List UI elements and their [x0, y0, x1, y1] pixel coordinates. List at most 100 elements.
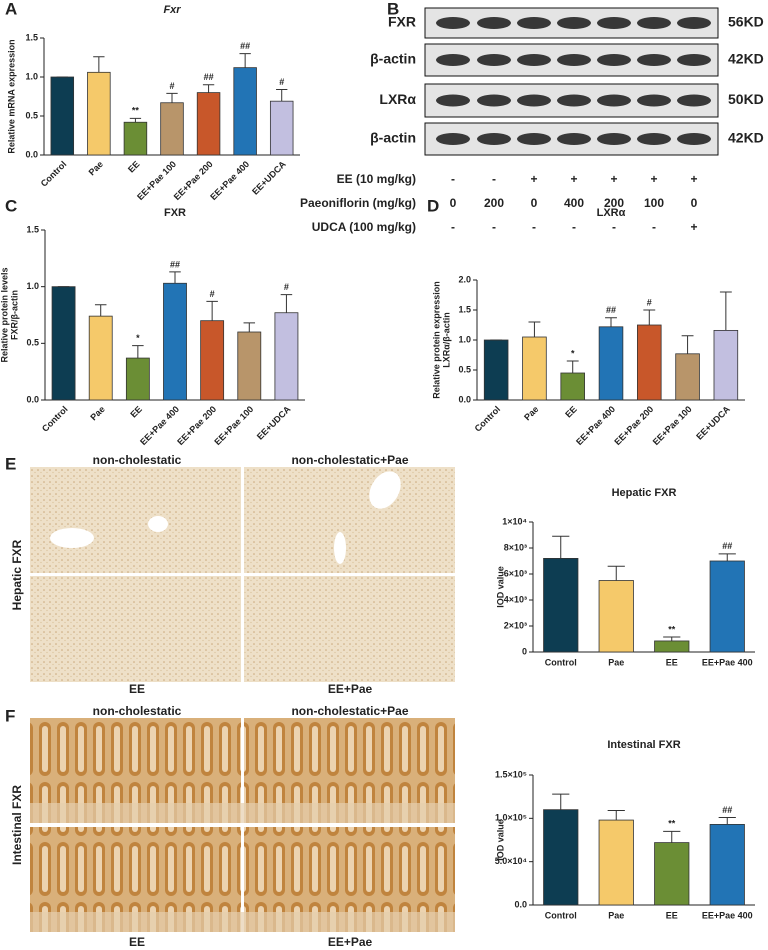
error-bar [206, 300, 218, 321]
x-tick-label: Control [40, 404, 70, 434]
error-bar [243, 322, 256, 332]
panel-letter: A [5, 0, 17, 18]
x-tick-label: EE [128, 404, 144, 420]
y-axis-label: IOD value [495, 566, 505, 608]
blot-band [597, 94, 631, 107]
y-tick-label: 4×10³ [504, 594, 527, 604]
y-tick-label: 1.5×10⁵ [495, 769, 527, 779]
blot-band [517, 54, 551, 66]
y-tick-label: 1.5 [26, 224, 39, 234]
blot-band [677, 94, 711, 107]
blot-band [436, 54, 470, 66]
blot-band [436, 17, 470, 29]
image-label: non-cholestatic+Pae [291, 453, 408, 467]
y-axis-label: IOD value [495, 819, 505, 861]
blot-band [557, 94, 591, 107]
significance: ## [722, 541, 732, 551]
x-tick-label: Pae [87, 159, 105, 177]
treatment-value: 200 [484, 196, 504, 210]
significance: # [169, 81, 174, 91]
y-tick-label: 0.5 [458, 364, 471, 374]
blot-band [436, 94, 470, 107]
error-bar [202, 84, 215, 93]
bar [675, 353, 700, 401]
y-tick-label: 0.5 [25, 110, 38, 120]
y-tick-label: 5.0×10⁴ [495, 856, 527, 866]
bar [269, 100, 294, 156]
image-label: EE+Pae [328, 682, 373, 696]
bar [543, 809, 579, 906]
error-bar [280, 294, 293, 313]
bar [200, 320, 225, 401]
error-bar [607, 810, 625, 821]
bar [274, 312, 299, 401]
treatment-value: + [570, 172, 577, 186]
x-tick-label: Pae [608, 910, 624, 920]
x-tick-label: Pae [522, 404, 540, 422]
bar [50, 76, 75, 156]
y-tick-label: 2×10³ [504, 620, 527, 630]
significance: # [284, 282, 289, 292]
chart-title: Hepatic FXR [612, 487, 677, 499]
blot-band [637, 94, 671, 107]
panel-letter: B [387, 0, 399, 18]
y-tick-label: 1.0 [25, 71, 38, 81]
significance: * [136, 333, 140, 343]
x-tick-label: Control [545, 657, 577, 667]
blot-band [436, 133, 470, 145]
blot-size: 50KD [728, 91, 764, 107]
blot-band [557, 54, 591, 66]
x-tick-label: EE+Pae 400 [702, 657, 753, 667]
y-axis-label: Relative mRNA expression [6, 39, 16, 153]
row-label: Intestinal FXR [10, 785, 24, 865]
blot-label: FXR [388, 14, 416, 30]
y-axis-label: Relative protein levels [0, 267, 9, 362]
y-tick-label: 0 [522, 646, 527, 656]
y-tick-label: 0.0 [514, 899, 527, 909]
error-bar [129, 117, 142, 123]
x-tick-label: EE+Pae 400 [208, 159, 251, 202]
y-tick-label: 0.0 [25, 149, 38, 159]
blot-band [597, 133, 631, 145]
bar [654, 842, 690, 906]
x-tick-label: EE+Pae 200 [612, 404, 655, 447]
bar [196, 92, 221, 156]
blot-band [677, 133, 711, 145]
bar [709, 560, 745, 653]
panel-letter: C [5, 196, 17, 215]
treatment-value: 400 [564, 196, 584, 210]
significance: ** [132, 106, 140, 116]
blot-size: 42KD [728, 51, 764, 67]
y-axis-label: FXR/β-actin [9, 290, 19, 340]
treatment-value: - [492, 172, 496, 186]
image-label: EE+Pae [328, 935, 373, 949]
chart-title: Fxr [163, 4, 181, 16]
blot-band [477, 133, 511, 145]
error-bar [719, 291, 732, 331]
x-tick-label: EE [666, 657, 678, 667]
blot-band [477, 54, 511, 66]
treatment-label: EE (10 mg/kg) [337, 172, 416, 186]
error-bar [663, 830, 681, 843]
significance: ## [204, 72, 214, 82]
bar [237, 331, 262, 401]
row-label: Hepatic FXR [10, 539, 24, 610]
blot-band [477, 17, 511, 29]
treatment-value: + [690, 172, 697, 186]
x-tick-label: Control [545, 910, 577, 920]
significance: ** [668, 624, 676, 634]
x-tick-label: EE+UDCA [255, 404, 293, 442]
bar [709, 824, 745, 906]
x-tick-label: EE+Pae 100 [212, 404, 255, 447]
image-label: EE [129, 935, 145, 949]
error-bar [663, 636, 681, 641]
error-bar [643, 309, 656, 325]
treatment-value: + [650, 172, 657, 186]
x-tick-label: EE+UDCA [250, 159, 288, 197]
treatment-label: Paeoniflorin (mg/kg) [300, 196, 416, 210]
treatment-value: 0 [531, 196, 538, 210]
significance: # [279, 77, 284, 87]
error-bar [276, 88, 288, 102]
image-label: EE [129, 682, 145, 696]
